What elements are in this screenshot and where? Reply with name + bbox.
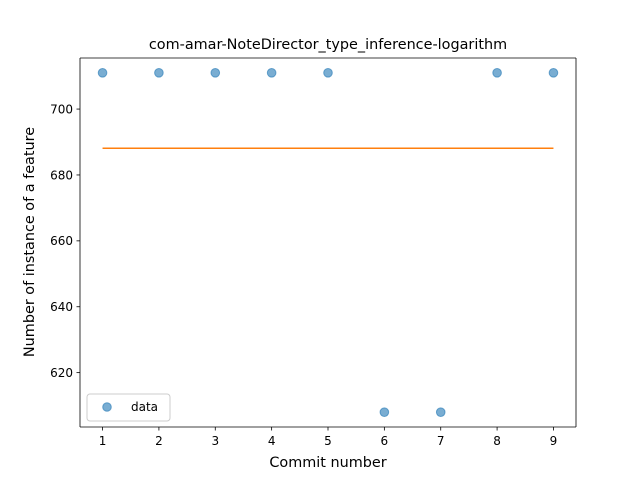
- x-tick-label: 1: [99, 434, 107, 448]
- legend-label-data: data: [131, 400, 158, 414]
- x-tick-label: 4: [268, 434, 276, 448]
- y-tick-label: 700: [50, 102, 73, 116]
- x-tick-label: 2: [155, 434, 163, 448]
- x-tick-label: 5: [324, 434, 332, 448]
- data-point: [435, 407, 446, 417]
- x-tick-label: 9: [550, 434, 558, 448]
- data-point: [379, 407, 390, 417]
- y-tick-label: 660: [50, 234, 73, 248]
- legend: data: [86, 393, 171, 422]
- data-point: [323, 68, 333, 78]
- data-point: [154, 68, 164, 78]
- plot-background: [80, 58, 576, 427]
- x-tick-label: 8: [493, 434, 501, 448]
- y-tick-label: 640: [50, 300, 73, 314]
- legend-marker-data: [102, 402, 112, 412]
- y-axis-label: Number of instance of a feature: [22, 127, 38, 357]
- data-point: [492, 68, 502, 78]
- x-axis-label: Commit number: [269, 455, 386, 471]
- data-point: [210, 68, 221, 78]
- x-tick-label: 6: [381, 434, 389, 448]
- data-point: [266, 68, 277, 78]
- x-tick-label: 3: [211, 434, 219, 448]
- y-tick-label: 620: [50, 366, 73, 380]
- plot-area: 1 2 3 4 5 6 7 8 9 620 640 660 680 700: [50, 57, 577, 448]
- legend-frame: [86, 393, 171, 422]
- x-tick-label: 7: [437, 434, 445, 448]
- data-point: [548, 68, 559, 78]
- chart-title: com-amar-NoteDirector_type_inference-log…: [149, 37, 507, 53]
- data-point: [97, 68, 108, 78]
- y-tick-label: 680: [50, 168, 73, 182]
